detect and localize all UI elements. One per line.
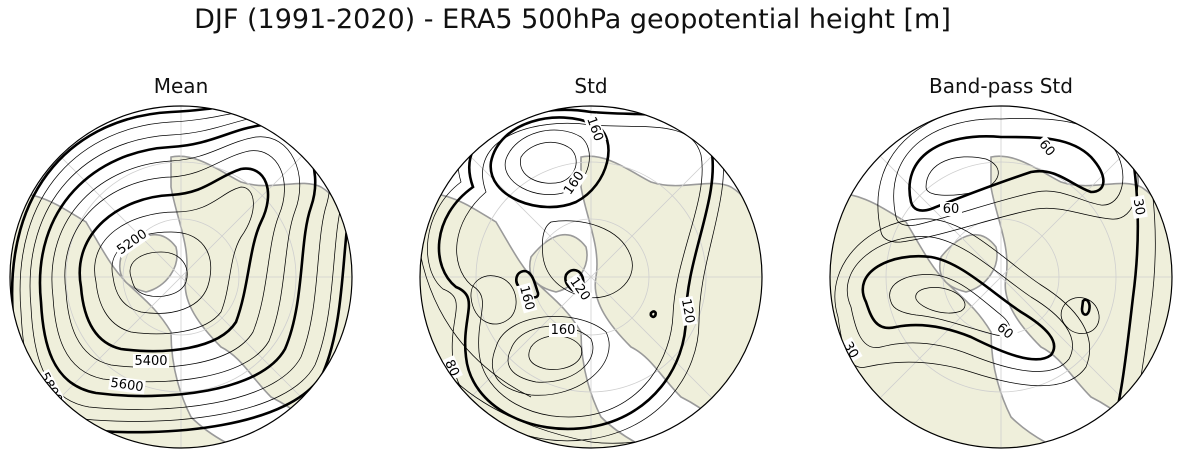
contour-label: 160 [551,323,576,338]
map-boundary [419,105,763,449]
figure-title: DJF (1991-2020) - ERA5 500hPa geopotenti… [194,4,951,35]
panel-title-std: Std [574,74,608,98]
contour-label: 30 [876,411,898,433]
contour-label: 160 [516,284,537,312]
map-std: 160 160 120 160 160 120 80 [419,105,763,449]
contour-label: 5600 [110,376,145,395]
contour-label: 120 [678,298,697,325]
panel-title-band-pass-std: Band-pass Std [929,74,1073,98]
panel-title-mean: Mean [153,74,209,98]
map-band-pass-std: 30 60 60 30 60 30 30 [829,105,1173,449]
map-boundary [9,105,353,449]
gridlines [830,106,1172,448]
contour-label: 5400 [134,354,167,369]
gridlines [10,106,352,448]
map-boundary [829,105,1173,449]
contour-label: 30 [1130,198,1148,217]
contour-label: 60 [943,202,960,217]
contours [830,106,1156,448]
map-mean: 5200 5400 5600 5800 [9,105,353,449]
